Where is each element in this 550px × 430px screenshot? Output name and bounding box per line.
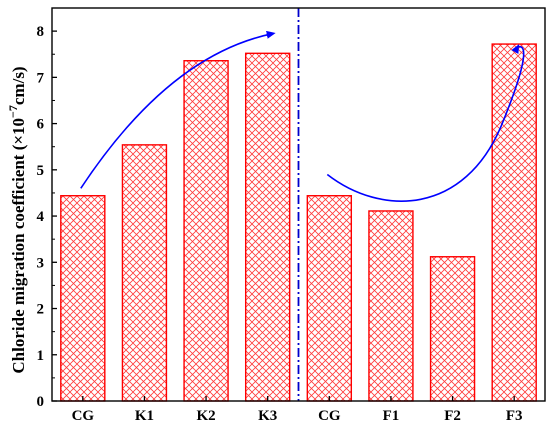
y-tick-label: 7 (37, 70, 45, 86)
x-tick-label: F2 (444, 408, 461, 424)
bar-7 (429, 256, 476, 402)
bar-6 (368, 210, 414, 402)
y-axis-title-tail: cm/s) (9, 66, 28, 105)
y-tick-label: 4 (37, 209, 45, 225)
y-tick-label: 6 (37, 117, 45, 133)
x-tick-label: K1 (135, 408, 154, 424)
x-tick-label: F3 (506, 408, 523, 424)
y-tick-label: 0 (37, 394, 45, 410)
trend-arrow-k-series (80, 30, 276, 189)
x-tick-label: F1 (383, 408, 400, 424)
bar-1 (60, 195, 106, 402)
x-tick-label: CG (72, 408, 95, 424)
y-tick-label: 1 (37, 348, 45, 364)
y-axis-title: Chloride migration coefficient (×10−7cm/… (6, 66, 28, 373)
trend-arrow-f-series (326, 44, 525, 202)
x-tick-label: CG (318, 408, 341, 424)
y-tick-label: 2 (37, 302, 45, 318)
bar-3 (183, 60, 229, 402)
y-tick-label: 8 (37, 24, 45, 40)
bar-5 (306, 195, 353, 402)
y-axis-title-main: Chloride migration coefficient (×10 (9, 118, 28, 374)
y-tick-label: 5 (37, 163, 45, 179)
bar-4 (244, 52, 291, 402)
y-tick-label: 3 (37, 255, 45, 271)
annotations-layer (80, 8, 525, 401)
bar-8 (491, 43, 537, 402)
y-axis-title-exponent: −7 (6, 105, 20, 118)
x-tick-label: K3 (258, 408, 277, 424)
plot-frame (51, 7, 546, 402)
axes-layer: 0 1 2 3 4 5 6 7 8 CG K1 K2 K3 CG F1 F2 F3 (37, 7, 546, 424)
x-tick-label: K2 (196, 408, 215, 424)
bar-2 (121, 144, 168, 402)
